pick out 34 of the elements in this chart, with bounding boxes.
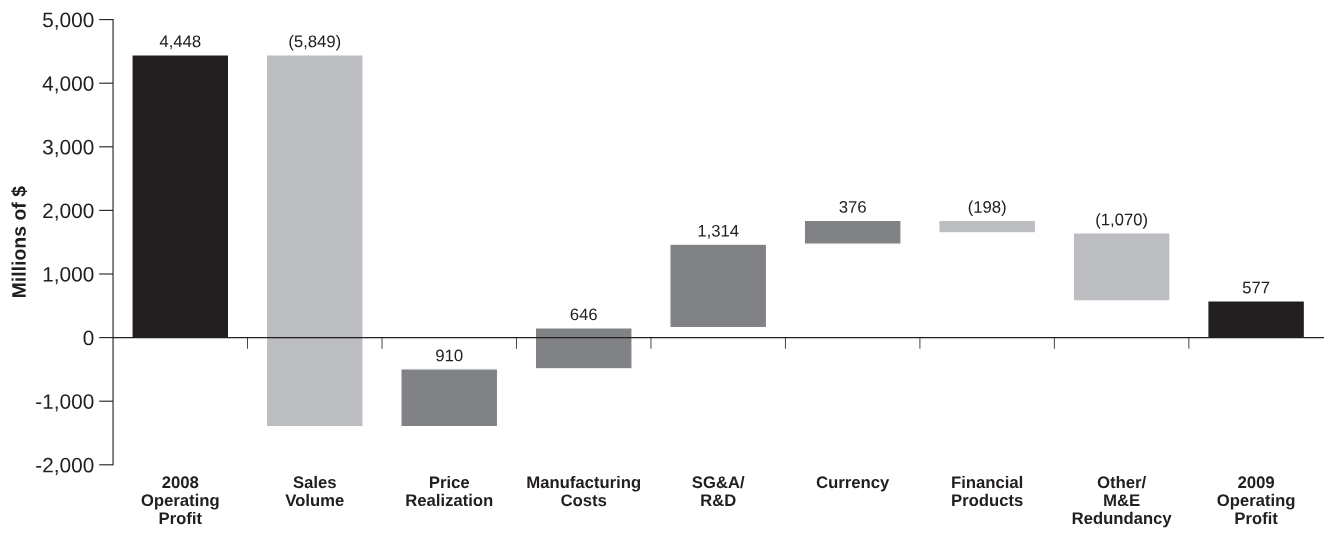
y-tick-label: 5,000	[43, 12, 94, 30]
x-tick-label: SG&A/ R&D	[692, 475, 745, 507]
y-tick-label: 4,000	[42, 76, 94, 94]
x-tick-label: Other/ M&E Redundancy	[1072, 475, 1172, 528]
bar	[803, 219, 902, 245]
x-tick-label: Financial Products	[952, 475, 1023, 507]
y-tick-label: -2,000	[36, 457, 94, 476]
y-axis-title: Millions of $	[11, 186, 28, 298]
data-label: (1,070)	[1096, 213, 1148, 229]
data-label: (198)	[968, 200, 1006, 217]
data-label: 376	[839, 200, 866, 213]
x-tick-label: Price Realization	[406, 475, 493, 507]
data-label: 4,448	[159, 35, 201, 50]
data-label: 646	[570, 308, 597, 321]
bar	[1072, 232, 1171, 302]
y-tick-label: 1,000	[43, 267, 94, 285]
x-tick-label: Manufacturing Costs	[527, 475, 641, 507]
x-tick-label: 2009 Operating Profit	[1217, 476, 1295, 525]
data-label: (5,849)	[289, 35, 341, 51]
bar	[534, 327, 633, 370]
bar	[265, 54, 364, 428]
data-label: 910	[436, 349, 463, 362]
x-tick-label: Sales Volume	[285, 475, 344, 507]
bar	[400, 368, 499, 428]
y-tick-label: 0	[83, 330, 94, 346]
data-label: 1,314	[698, 224, 739, 239]
y-tick-label: 3,000	[42, 139, 94, 158]
y-tick-label: -1,000	[36, 394, 94, 412]
y-tick-label: 2,000	[43, 203, 94, 221]
x-tick-label: Currency	[816, 476, 890, 492]
bar	[669, 243, 768, 329]
bar	[938, 219, 1037, 234]
data-label: 577	[1242, 281, 1270, 294]
x-tick-label: 2008 Operating Profit	[141, 476, 219, 525]
